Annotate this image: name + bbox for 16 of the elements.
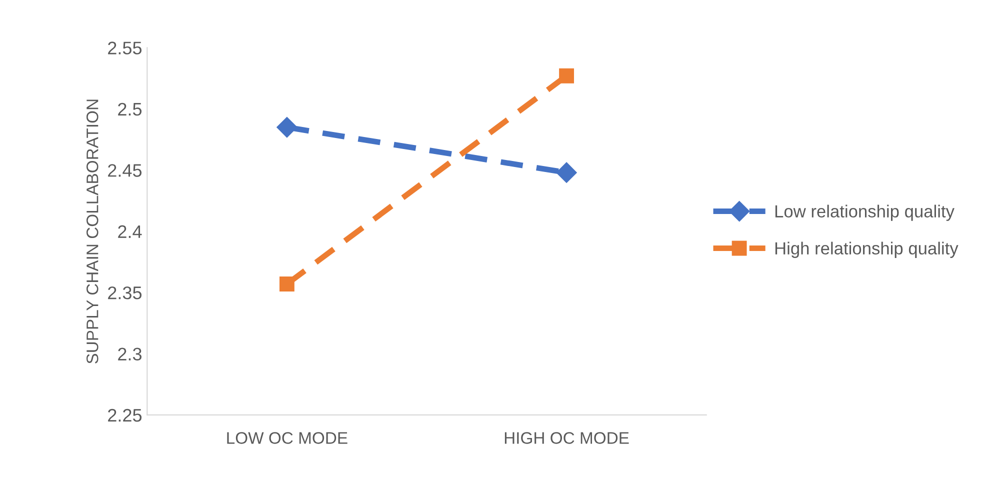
y-tick-label: 2.35 bbox=[108, 286, 142, 300]
point bbox=[559, 68, 574, 84]
y-tick-label: 2.3 bbox=[118, 348, 142, 360]
point bbox=[279, 276, 294, 292]
y-tick-label: 2.25 bbox=[108, 408, 142, 422]
point bbox=[276, 116, 298, 138]
legend-label: Low relationship quality bbox=[775, 204, 954, 221]
y-tick-label: 2.55 bbox=[108, 42, 142, 54]
x-tick-label: HIGH OC MODE bbox=[504, 432, 629, 444]
y-tick-label: 2.4 bbox=[118, 225, 142, 238]
y-tick-label: 2.5 bbox=[118, 102, 142, 116]
x-tick-label: LOW OC MODE bbox=[227, 432, 348, 444]
point bbox=[556, 162, 577, 183]
y-tick-label: 2.45 bbox=[108, 164, 142, 177]
y-axis-title: SUPPLY CHAIN COLLABORATION bbox=[86, 100, 98, 364]
legend-label: High relationship quality bbox=[775, 242, 958, 258]
